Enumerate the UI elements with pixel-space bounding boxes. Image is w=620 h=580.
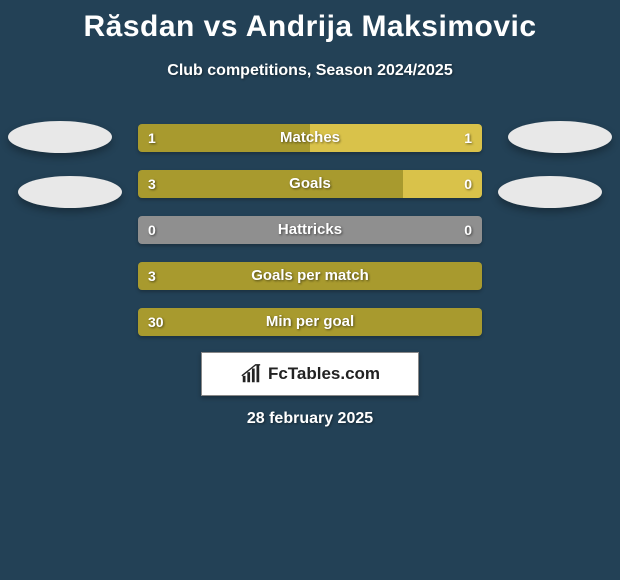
stat-bar-left: [138, 262, 482, 290]
stat-row: Goals30: [138, 170, 482, 198]
stat-row: Matches11: [138, 124, 482, 152]
player-left-avatar-2: [18, 176, 122, 208]
site-badge[interactable]: FcTables.com: [201, 352, 419, 396]
stat-bar-right: [310, 124, 482, 152]
stat-bar-left: [138, 216, 482, 244]
stat-row: Goals per match3: [138, 262, 482, 290]
stat-bar-left: [138, 124, 310, 152]
player-left-avatar-1: [8, 121, 112, 153]
comparison-bars: Matches11 Goals30 Hattricks00 Goals per mat…: [138, 124, 482, 354]
bar-chart-icon: [240, 363, 262, 385]
stat-bar-left: [138, 170, 403, 198]
stat-bar-right: [403, 170, 482, 198]
stat-row: Hattricks00: [138, 216, 482, 244]
player-right-avatar-1: [508, 121, 612, 153]
player-right-avatar-2: [498, 176, 602, 208]
page-title: Răsdan vs Andrija Maksimovic: [0, 0, 620, 44]
stat-bar-left: [138, 308, 482, 336]
date-label: 28 february 2025: [0, 410, 620, 428]
subtitle: Club competitions, Season 2024/2025: [0, 62, 620, 80]
stat-row: Min per goal30: [138, 308, 482, 336]
site-badge-text: FcTables.com: [268, 364, 380, 384]
